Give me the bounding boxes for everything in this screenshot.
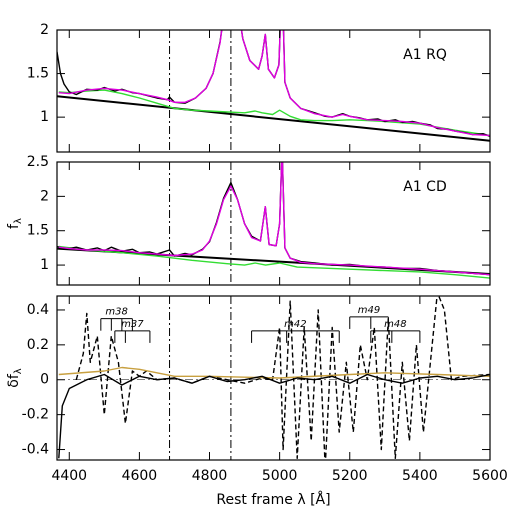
panel-label: A1 RQ: [403, 47, 447, 63]
frame: [56, 161, 491, 286]
panel-label: A1 CD: [403, 179, 447, 195]
y-tick-label: 2: [40, 188, 49, 204]
y-tick-label: 0.2: [27, 337, 49, 353]
y-axis-label: fλ: [6, 218, 24, 229]
series-line: [58, 245, 490, 279]
y-tick-label: -0.4: [22, 442, 49, 458]
bracket-label: m38: [105, 307, 127, 318]
x-tick-label: 5000: [262, 468, 298, 484]
series-line: [58, 30, 490, 137]
bracket-label: m42: [284, 319, 306, 330]
series-line: [58, 162, 490, 276]
bracket-label: m37: [121, 319, 144, 330]
x-tick-label: 4800: [192, 468, 228, 484]
bracket-label: m49: [358, 305, 380, 316]
y-tick-label: 1.5: [27, 223, 49, 239]
series-line: [57, 162, 490, 276]
y-tick-label: 2.5: [27, 154, 49, 170]
y-tick-label: 0.4: [27, 302, 49, 318]
x-tick-label: 4400: [51, 468, 87, 484]
x-tick-label: 5600: [472, 468, 508, 484]
y-tick-label: 1.5: [27, 66, 49, 82]
series-line: [58, 373, 490, 459]
y-tick-label: 0: [40, 372, 49, 388]
y-axis-label-sub: λ: [13, 368, 24, 374]
y-axis-label: δfλ: [6, 368, 24, 388]
series-line: [58, 89, 490, 137]
series-line: [57, 30, 490, 137]
x-tick-label: 5200: [332, 468, 368, 484]
frame: [56, 295, 491, 461]
plot-area: [57, 30, 490, 152]
bracket-label: m48: [384, 319, 406, 330]
y-tick-label: -0.2: [22, 407, 49, 423]
series-line: [75, 296, 490, 460]
plot-area: [57, 296, 490, 460]
y-axis-label-main: f: [6, 223, 22, 229]
y-tick-label: 1: [40, 257, 49, 273]
series-line: [57, 95, 490, 142]
y-axis-label-main: δf: [6, 373, 22, 388]
y-tick-label: 2: [40, 22, 49, 38]
x-tick-label: 5400: [402, 468, 438, 484]
y-tick-label: 1: [40, 109, 49, 125]
plot-area: [57, 162, 490, 285]
y-axis-label-sub: λ: [13, 218, 24, 224]
x-axis-label: Rest frame λ [Å]: [216, 491, 330, 508]
x-tick-label: 4600: [122, 468, 158, 484]
frame: [56, 29, 491, 153]
